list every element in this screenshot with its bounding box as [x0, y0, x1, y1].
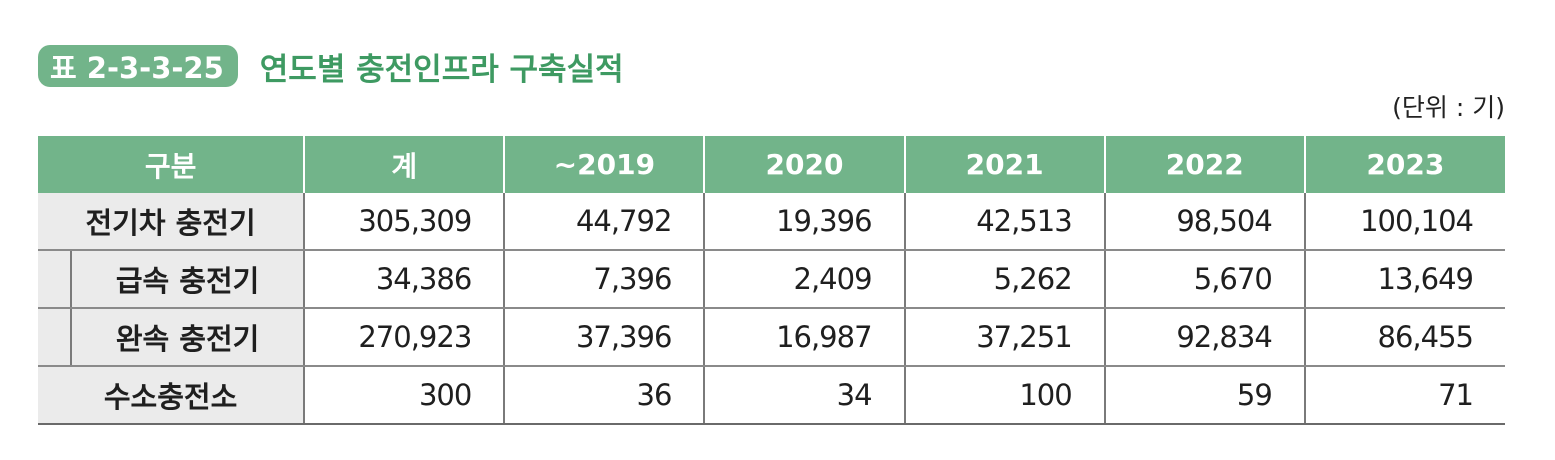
header-category: 구분 [38, 136, 305, 193]
row-label-fast-charger: 급속 충전기 [38, 250, 305, 309]
table-cell: 86,455 [1303, 308, 1505, 367]
row-label-text: 완속 충전기 [115, 322, 260, 356]
table-cell: 42,513 [903, 193, 1105, 251]
table-number-badge: 표 2-3-3-25 [38, 45, 238, 87]
header-2022: 2022 [1103, 136, 1305, 193]
row-label-hydrogen-station: 수소충전소 [38, 366, 305, 425]
table-cell: 37,251 [903, 308, 1105, 367]
row-label-ev-charger: 전기차 충전기 [38, 193, 305, 251]
table-cell: 2,409 [703, 250, 905, 309]
table-cell: 92,834 [1103, 308, 1305, 367]
header-2023: 2023 [1303, 136, 1505, 193]
table-cell: 37,396 [503, 308, 705, 367]
table-cell: 98,504 [1103, 193, 1305, 251]
header-2021: 2021 [903, 136, 1105, 193]
table-caption: 표 2-3-3-25 연도별 충전인프라 구축실적 [38, 44, 624, 88]
row-label-slow-charger: 완속 충전기 [38, 308, 305, 367]
table-cell: 270,923 [303, 308, 505, 367]
table-cell: 100,104 [1303, 193, 1505, 251]
table-row: 완속 충전기 270,923 37,396 16,987 37,251 92,8… [38, 308, 1505, 367]
table-row: 급속 충전기 34,386 7,396 2,409 5,262 5,670 13… [38, 250, 1505, 309]
table-cell: 100 [903, 366, 1105, 425]
table-cell: 34,386 [303, 250, 505, 309]
table-cell: 5,262 [903, 250, 1105, 309]
table-row: 수소충전소 300 36 34 100 59 71 [38, 366, 1505, 425]
unit-label: (단위 : 기) [1392, 93, 1505, 122]
header-row: 구분 계 ~2019 2020 2021 2022 2023 [38, 136, 1505, 193]
table-cell: 13,649 [1303, 250, 1505, 309]
table-cell: 5,670 [1103, 250, 1305, 309]
row-label-text: 급속 충전기 [115, 264, 260, 298]
table-cell: 36 [503, 366, 705, 425]
table-cell: 305,309 [303, 193, 505, 251]
table-cell: 34 [703, 366, 905, 425]
table-cell: 16,987 [703, 308, 905, 367]
table-cell: 300 [303, 366, 505, 425]
table-cell: 7,396 [503, 250, 705, 309]
header-2020: 2020 [703, 136, 905, 193]
charging-infra-table: 구분 계 ~2019 2020 2021 2022 2023 전기차 충전기 3… [38, 136, 1505, 425]
table-cell: 59 [1103, 366, 1305, 425]
header-total: 계 [303, 136, 505, 193]
table-cell: 44,792 [503, 193, 705, 251]
table-cell: 71 [1303, 366, 1505, 425]
table-cell: 19,396 [703, 193, 905, 251]
table-row: 전기차 충전기 305,309 44,792 19,396 42,513 98,… [38, 193, 1505, 251]
header-2019: ~2019 [503, 136, 705, 193]
table-title: 연도별 충전인프라 구축실적 [259, 51, 624, 88]
